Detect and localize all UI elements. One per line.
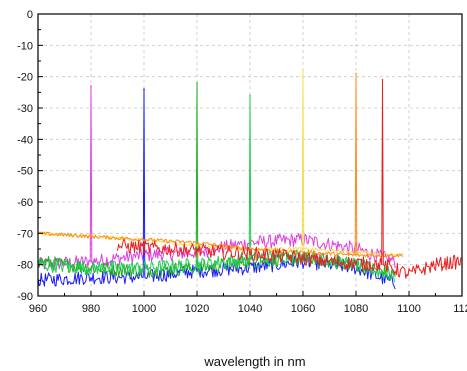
x-tick-label: 980 (82, 303, 100, 315)
spectrum-peak-point (249, 94, 251, 97)
spectrum-series-line (117, 79, 462, 279)
y-tick-label: 0 (27, 9, 33, 21)
y-tick-label: -20 (17, 72, 33, 84)
x-tick-label: 1000 (132, 303, 156, 315)
spectrum-peak-point (302, 69, 304, 72)
spectrum-peak-point (381, 79, 384, 81)
x-tick-label: 1020 (185, 303, 209, 315)
spectrum-series-line (37, 95, 396, 283)
x-tick-label: 960 (29, 303, 47, 315)
x-axis-title: wavelength in nm (203, 354, 305, 369)
y-tick-label: -30 (17, 103, 33, 115)
x-tick-label: 1060 (291, 303, 315, 315)
x-tick-label: 1040 (238, 303, 262, 315)
y-tick-label: -70 (17, 228, 33, 240)
spectrum-peak-point (355, 72, 357, 75)
y-tick-label: -60 (17, 197, 33, 209)
y-tick-label: -80 (17, 260, 33, 272)
spectrum-peak-point (196, 82, 198, 84)
spectrum-peak-point (143, 88, 145, 90)
y-tick-label: -90 (17, 291, 33, 303)
x-tick-label: 1080 (344, 303, 368, 315)
x-tick-labels: 960 980 1000 1020 1040 1060 1080 1100 112 (29, 303, 467, 315)
series-layer (37, 69, 462, 290)
y-tick-label: -10 (17, 40, 33, 52)
spectrum-series-line (37, 73, 404, 258)
x-tick-label: 1100 (397, 303, 421, 315)
tick-marks (37, 13, 463, 297)
y-tick-labels: 0 -10 -20 -30 -40 -50 -60 -70 -80 -90 (17, 9, 33, 303)
y-tick-label: -40 (17, 134, 33, 146)
spectrum-peak-point (90, 85, 92, 87)
y-tick-label: -50 (17, 166, 33, 178)
x-tick-label: 112 (453, 303, 467, 315)
